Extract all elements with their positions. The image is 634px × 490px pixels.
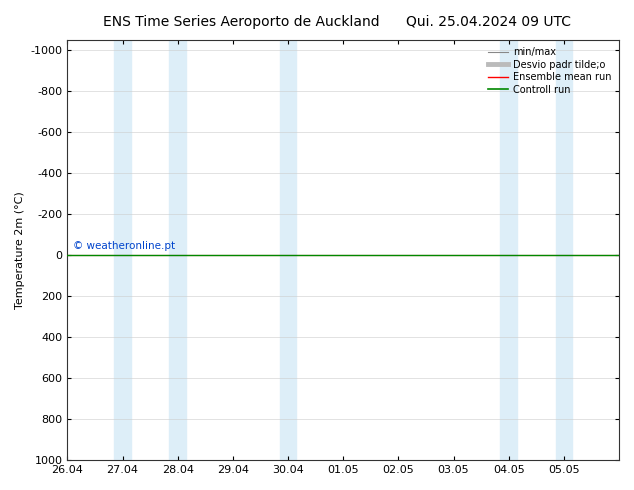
Bar bbox=[169, 40, 186, 460]
Text: Qui. 25.04.2024 09 UTC: Qui. 25.04.2024 09 UTC bbox=[406, 15, 571, 29]
Text: © weatheronline.pt: © weatheronline.pt bbox=[73, 241, 175, 251]
Y-axis label: Temperature 2m (°C): Temperature 2m (°C) bbox=[15, 191, 25, 309]
Bar bbox=[114, 40, 131, 460]
Legend: min/max, Desvio padr tilde;o, Ensemble mean run, Controll run: min/max, Desvio padr tilde;o, Ensemble m… bbox=[486, 45, 614, 98]
Bar bbox=[500, 40, 517, 460]
Text: ENS Time Series Aeroporto de Auckland: ENS Time Series Aeroporto de Auckland bbox=[103, 15, 379, 29]
Bar bbox=[280, 40, 296, 460]
Bar bbox=[555, 40, 572, 460]
